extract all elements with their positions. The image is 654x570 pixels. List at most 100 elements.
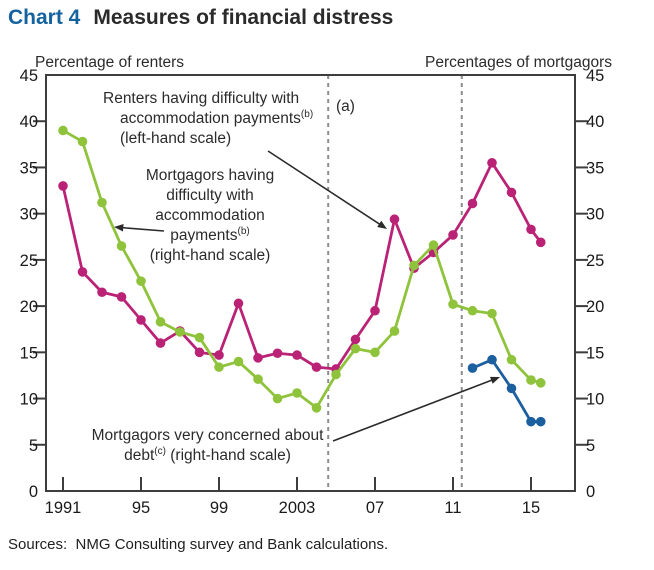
footnote-b-marker: (b) (237, 225, 250, 237)
sources-line: Sources: NMG Consulting survey and Bank … (8, 536, 389, 553)
data-point-series-1 (155, 317, 166, 327)
chart-title: Chart 4 Measures of financial distress (8, 6, 393, 30)
left-axis-title: Percentage of renters (35, 54, 185, 71)
data-point-series-0 (194, 347, 205, 358)
data-point-series-1 (428, 240, 439, 250)
debt-label-arrow-head (490, 376, 500, 384)
debt-label-arrow (332, 378, 495, 442)
right-axis-tick-label: 35 (586, 159, 604, 177)
data-point-series-0 (535, 237, 546, 248)
x-axis-tick-label: 99 (210, 499, 228, 517)
renters-label-arrow (267, 150, 383, 227)
left-axis-tick-label: 15 (20, 344, 38, 362)
mortgagors-label-line2: difficulty with (166, 187, 254, 204)
debt-series-label: Mortgagors very concerned about debt(c) … (85, 426, 330, 466)
right-axis-tick-label: 45 (586, 67, 604, 85)
right-axis-tick-label: 40 (586, 113, 604, 131)
mortgagors-series-label: Mortgagors having difficulty with accomm… (140, 166, 280, 266)
data-point-series-1 (409, 260, 419, 271)
renters-label-arrow-head (377, 220, 387, 229)
data-point-series-1 (535, 378, 546, 388)
mortgagors-label-line1: Mortgagors having (145, 167, 275, 184)
mortgagors-label-line4: payments(b) (170, 225, 250, 244)
left-axis-tick-label: 20 (20, 298, 38, 316)
data-point-series-0 (116, 292, 127, 302)
data-point-series-0 (467, 198, 478, 209)
right-axis-tick-label: 25 (586, 252, 604, 270)
data-point-series-1 (350, 343, 361, 354)
data-point-series-1 (97, 197, 107, 208)
data-point-series-1 (292, 388, 302, 398)
debt-label-line2: debt(c) (right-hand scale) (124, 445, 291, 464)
data-point-series-0 (448, 230, 458, 240)
renters-label-line1: Renters having difficulty with (103, 90, 300, 107)
data-point-series-1 (116, 241, 127, 251)
chart-title-text: Measures of financial distress (93, 6, 394, 29)
data-point-series-1 (136, 276, 146, 286)
data-point-series-1 (331, 369, 341, 380)
x-axis-tick-label: 07 (366, 499, 384, 517)
left-axis-tick-label: 0 (29, 483, 38, 501)
data-point-series-1 (467, 305, 478, 316)
data-point-series-1 (194, 332, 205, 343)
mortgagors-label-line5: (right-hand scale) (149, 247, 271, 264)
data-point-series-0 (370, 305, 380, 316)
x-axis-tick-label: 11 (444, 499, 461, 517)
mortgagors-label-line3: accommodation (155, 207, 265, 224)
data-point-series-1 (58, 125, 68, 136)
left-axis-tick-label: 5 (29, 437, 38, 455)
data-point-series-2 (506, 383, 517, 394)
left-axis-tick-label: 25 (20, 252, 38, 270)
data-point-series-0 (136, 315, 146, 325)
method-change-label: (a) (336, 98, 355, 115)
data-point-series-0 (350, 334, 361, 345)
data-point-series-2 (487, 354, 497, 365)
right-axis-tick-label: 10 (586, 391, 604, 409)
footnote-b-marker: (b) (300, 108, 314, 120)
series-line-0 (61, 161, 543, 371)
data-point-series-0 (214, 350, 224, 360)
footnote-c-marker: (c) (154, 445, 166, 457)
debt-label-line1: Mortgagors very concerned about (91, 427, 324, 444)
data-point-series-0 (506, 187, 517, 198)
x-axis-tick-label: 2003 (279, 499, 316, 517)
left-axis-tick-label: 30 (20, 206, 38, 224)
data-point-series-0 (58, 181, 68, 191)
data-point-series-2 (535, 416, 546, 427)
renters-series-label: Renters having difficulty with accommoda… (103, 89, 313, 149)
data-point-series-0 (97, 287, 107, 298)
data-point-series-0 (292, 350, 302, 360)
data-point-series-1 (389, 326, 400, 336)
left-axis-tick-label: 40 (20, 113, 38, 131)
data-point-series-0 (487, 158, 497, 168)
data-point-series-1 (233, 356, 244, 367)
data-point-series-0 (155, 338, 166, 348)
data-point-series-1 (487, 308, 497, 319)
data-point-series-1 (253, 374, 263, 384)
right-axis-tick-label: 5 (586, 437, 595, 455)
data-point-series-1 (370, 347, 380, 358)
data-point-series-1 (506, 354, 517, 365)
data-point-series-1 (77, 136, 88, 147)
data-point-series-0 (77, 267, 88, 277)
data-point-series-1 (526, 375, 536, 385)
x-axis-tick-label: 1991 (45, 499, 82, 517)
plot-border (45, 74, 576, 492)
renters-label-line3: (left-hand scale) (120, 130, 232, 147)
chart-number: Chart 4 (8, 6, 81, 29)
right-axis-title: Percentages of mortgagors (425, 54, 612, 71)
data-point-series-0 (311, 362, 322, 372)
right-axis-tick-label: 15 (586, 344, 604, 362)
x-axis-tick-label: 95 (132, 499, 150, 517)
data-point-series-2 (526, 416, 536, 427)
left-axis-tick-label: 10 (20, 391, 38, 409)
data-point-series-0 (389, 214, 400, 225)
series-line-2 (471, 358, 543, 424)
x-axis-tick-label: 15 (522, 499, 540, 517)
data-point-series-0 (272, 348, 283, 359)
data-point-series-2 (467, 363, 478, 373)
data-point-series-1 (214, 362, 224, 372)
data-point-series-0 (526, 224, 536, 235)
